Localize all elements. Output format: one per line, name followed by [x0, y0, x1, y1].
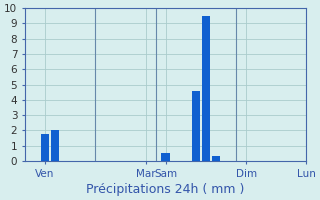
Bar	[41, 134, 49, 161]
Bar	[51, 130, 59, 161]
Bar	[202, 16, 210, 161]
Bar	[192, 91, 200, 161]
Bar	[212, 156, 220, 161]
X-axis label: Précipitations 24h ( mm ): Précipitations 24h ( mm )	[86, 183, 245, 196]
Bar	[161, 153, 170, 161]
